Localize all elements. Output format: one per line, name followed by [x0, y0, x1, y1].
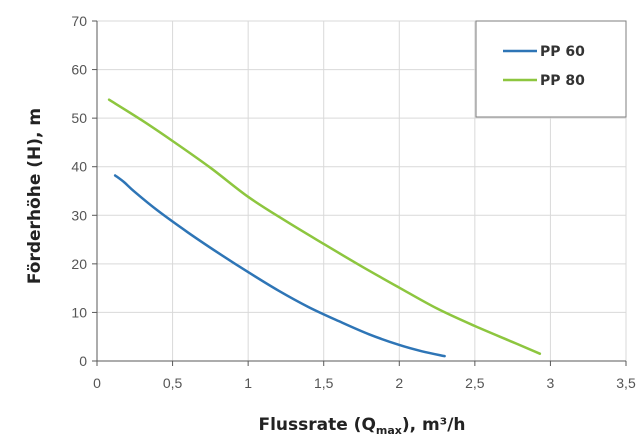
legend-label-pp80: PP 80	[540, 73, 585, 89]
tick-labels: 0 10 20 30 40 50 60 70 0 0,5 1 1,5 2 2,5 3 3,5	[71, 13, 636, 391]
series-line-pp60	[113, 174, 446, 358]
y-tick-label-0: 0	[79, 353, 87, 369]
y-tick-label-5: 50	[71, 110, 87, 126]
x-axis-title: Flussrate (Qmax), m³/h	[258, 415, 465, 437]
y-tick-label-6: 60	[71, 62, 87, 78]
x-tick-label-2: 1	[244, 375, 252, 391]
y-tick-label-2: 20	[71, 256, 87, 272]
x-tick-label-4: 2	[395, 375, 403, 391]
x-tick-label-5: 2,5	[465, 375, 485, 391]
y-axis-title: Förderhöhe (H), m	[25, 108, 45, 284]
x-axis-title-tail: ), m³/h	[402, 415, 466, 435]
x-tick-label-3: 1,5	[314, 375, 334, 391]
series-line-pp80	[107, 98, 542, 355]
axes	[92, 20, 627, 366]
x-tick-label-1: 0,5	[163, 375, 183, 391]
y-tick-label-3: 30	[71, 207, 87, 223]
series-lines	[107, 98, 542, 358]
x-tick-label-0: 0	[93, 375, 101, 391]
y-tick-label-1: 10	[71, 304, 87, 320]
x-tick-label-7: 3,5	[616, 375, 636, 391]
y-tick-label-4: 40	[71, 159, 87, 175]
legend: PP 60 PP 80	[475, 20, 627, 118]
legend-box	[475, 20, 627, 118]
legend-label-pp60: PP 60	[540, 44, 585, 60]
x-tick-label-6: 3	[547, 375, 555, 391]
x-axis-title-main: Flussrate (Q	[258, 415, 375, 435]
y-tick-label-7: 70	[71, 13, 87, 29]
x-axis-title-subscript: max	[376, 424, 402, 437]
grid	[97, 20, 627, 361]
